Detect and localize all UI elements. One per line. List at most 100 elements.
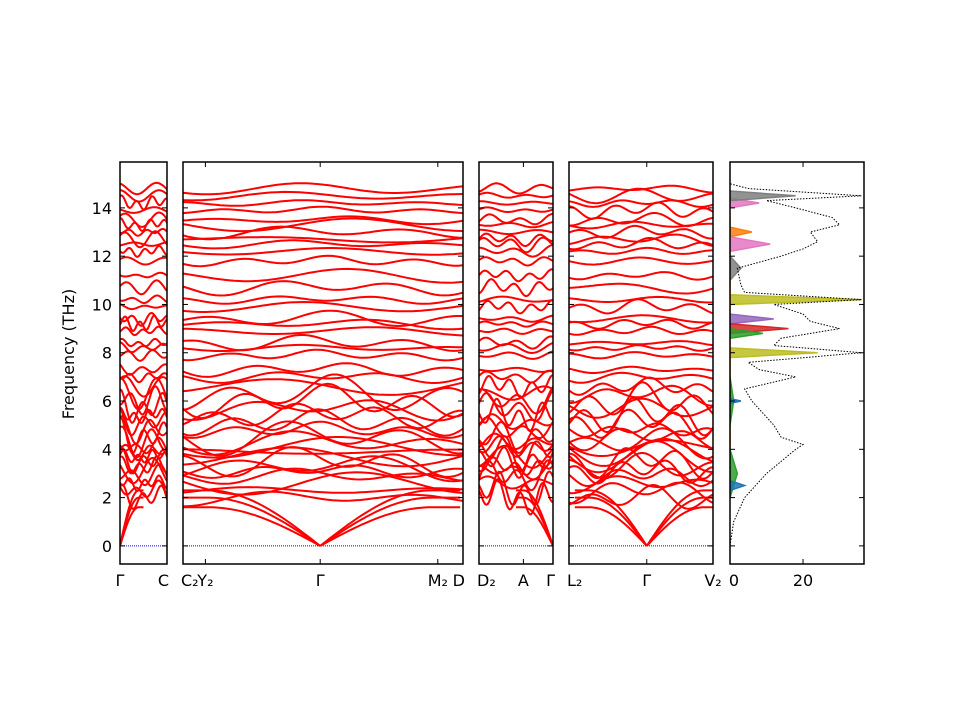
acoustic-branch — [574, 489, 648, 547]
band-line — [183, 295, 463, 305]
band-line — [569, 314, 713, 324]
band-line — [479, 470, 553, 506]
band-line — [479, 299, 553, 315]
band-line — [183, 318, 463, 331]
band-line — [183, 378, 463, 396]
band-line — [120, 375, 167, 398]
band-line — [120, 303, 167, 311]
band-line — [120, 194, 167, 211]
band-line — [479, 320, 553, 328]
band-line — [569, 344, 713, 352]
y-tick-label: 10 — [92, 295, 112, 314]
band-line — [183, 464, 463, 479]
band-line — [479, 278, 553, 298]
band-line — [569, 397, 713, 419]
band-line — [479, 182, 553, 195]
partial-dos-p6 — [730, 327, 763, 340]
band-line — [120, 189, 167, 203]
band-line — [569, 233, 713, 247]
y-tick-label: 0 — [102, 537, 112, 556]
band-line — [479, 213, 553, 226]
band-line — [183, 402, 463, 430]
x-tick-label: D — [453, 571, 465, 590]
acoustic-branch — [120, 496, 144, 547]
band-line — [183, 446, 463, 478]
band-line — [479, 206, 553, 213]
band-line — [120, 211, 167, 228]
band-line — [183, 267, 463, 284]
y-tick-label: 8 — [102, 344, 112, 363]
acoustic-branch — [120, 489, 144, 547]
band-line — [479, 327, 553, 335]
band-line — [569, 467, 713, 488]
band-line — [479, 369, 553, 384]
band-line — [569, 298, 713, 315]
band-line — [183, 490, 463, 508]
band-line — [183, 239, 463, 250]
band-line — [479, 366, 553, 373]
band-line — [569, 237, 713, 251]
band-line — [183, 326, 463, 337]
x-tick-label: V₂ — [704, 571, 721, 590]
acoustic-branch — [646, 506, 713, 547]
partial-dos-p4 — [730, 313, 774, 325]
band-line — [479, 444, 553, 469]
band-line — [569, 371, 713, 384]
y-tick-label: 2 — [102, 489, 112, 508]
total-dos-line — [730, 183, 862, 546]
band-line — [569, 483, 713, 510]
band-line — [183, 199, 463, 207]
band-line — [479, 385, 553, 401]
band-line — [120, 436, 167, 455]
partial-dos-p8 — [730, 255, 742, 282]
band-line — [183, 247, 463, 256]
band-line — [120, 385, 167, 416]
band-line — [183, 236, 463, 244]
band-line — [569, 184, 713, 194]
panel-frame — [568, 161, 714, 565]
dos-x-tick-label: 20 — [793, 571, 813, 590]
y-axis-label: Frequency (THz) — [59, 289, 78, 419]
band-line — [183, 309, 463, 328]
band-line — [479, 295, 553, 303]
band-line — [569, 340, 713, 347]
band-line — [479, 397, 553, 433]
band-line — [479, 435, 553, 458]
x-tick-label: Γ — [116, 571, 125, 590]
band-line — [183, 455, 463, 483]
band-line — [569, 201, 713, 220]
segment-l2-gamma-v2: L₂ Γ V₂ — [567, 161, 722, 590]
band-line — [569, 246, 713, 255]
band-line — [120, 294, 167, 304]
panel-frame — [182, 161, 464, 565]
partial-dos-p1 — [730, 294, 862, 306]
segment-gamma-c: Γ C 0 2 4 6 8 10 12 14 — [92, 161, 169, 590]
band-line — [479, 221, 553, 229]
band-line — [183, 348, 463, 362]
partial-dos-p3 — [730, 236, 771, 253]
band-line — [479, 335, 553, 350]
partial-dos-p1 — [730, 347, 818, 359]
x-tick-label: Γ — [316, 571, 325, 590]
y-tick-label: 12 — [92, 247, 112, 266]
x-tick-label: C — [158, 571, 169, 590]
band-line — [120, 363, 167, 376]
band-line — [183, 225, 463, 241]
band-line — [569, 427, 713, 460]
acoustic-branch — [516, 489, 553, 547]
band-line — [183, 343, 463, 352]
partial-dos-p8 — [730, 190, 796, 202]
band-line — [183, 205, 463, 215]
y-tick-label: 4 — [102, 440, 112, 459]
band-line — [183, 420, 463, 457]
acoustic-branch — [574, 496, 648, 547]
band-line — [183, 430, 463, 456]
band-line — [479, 191, 553, 199]
acoustic-branch — [645, 489, 713, 547]
band-line — [120, 415, 167, 445]
panel-frame — [478, 161, 554, 565]
band-line — [120, 244, 167, 258]
